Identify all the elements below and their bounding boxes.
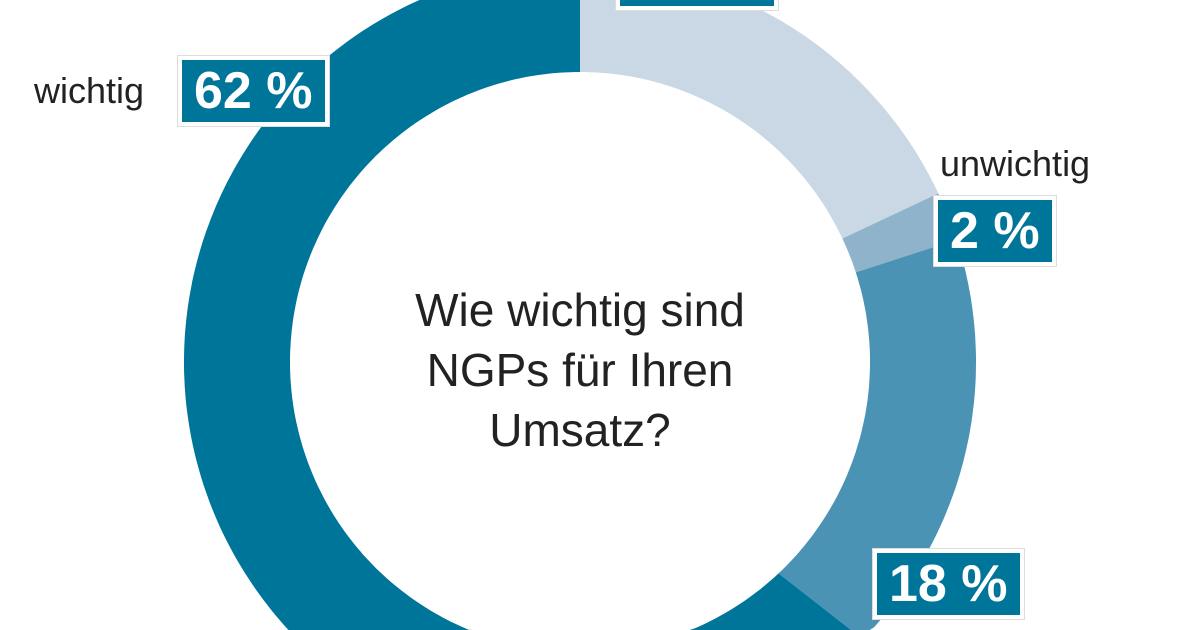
label-unwichtig: unwichtig (940, 143, 1091, 184)
value-wichtig: 62 % (178, 56, 329, 126)
donut-slice-0 (580, 0, 939, 239)
label-wichtig: wichtig (34, 70, 145, 111)
value-unwichtig: 2 % (934, 196, 1056, 266)
chart-title: Wie wichtig sind NGPs für Ihren Umsatz? (415, 284, 745, 456)
value-light (616, 0, 778, 10)
donut-slice-2 (778, 239, 976, 630)
donut-slice-3 (184, 0, 852, 630)
donut-slice-1 (842, 193, 957, 273)
value-medium: 18 % (873, 549, 1024, 619)
